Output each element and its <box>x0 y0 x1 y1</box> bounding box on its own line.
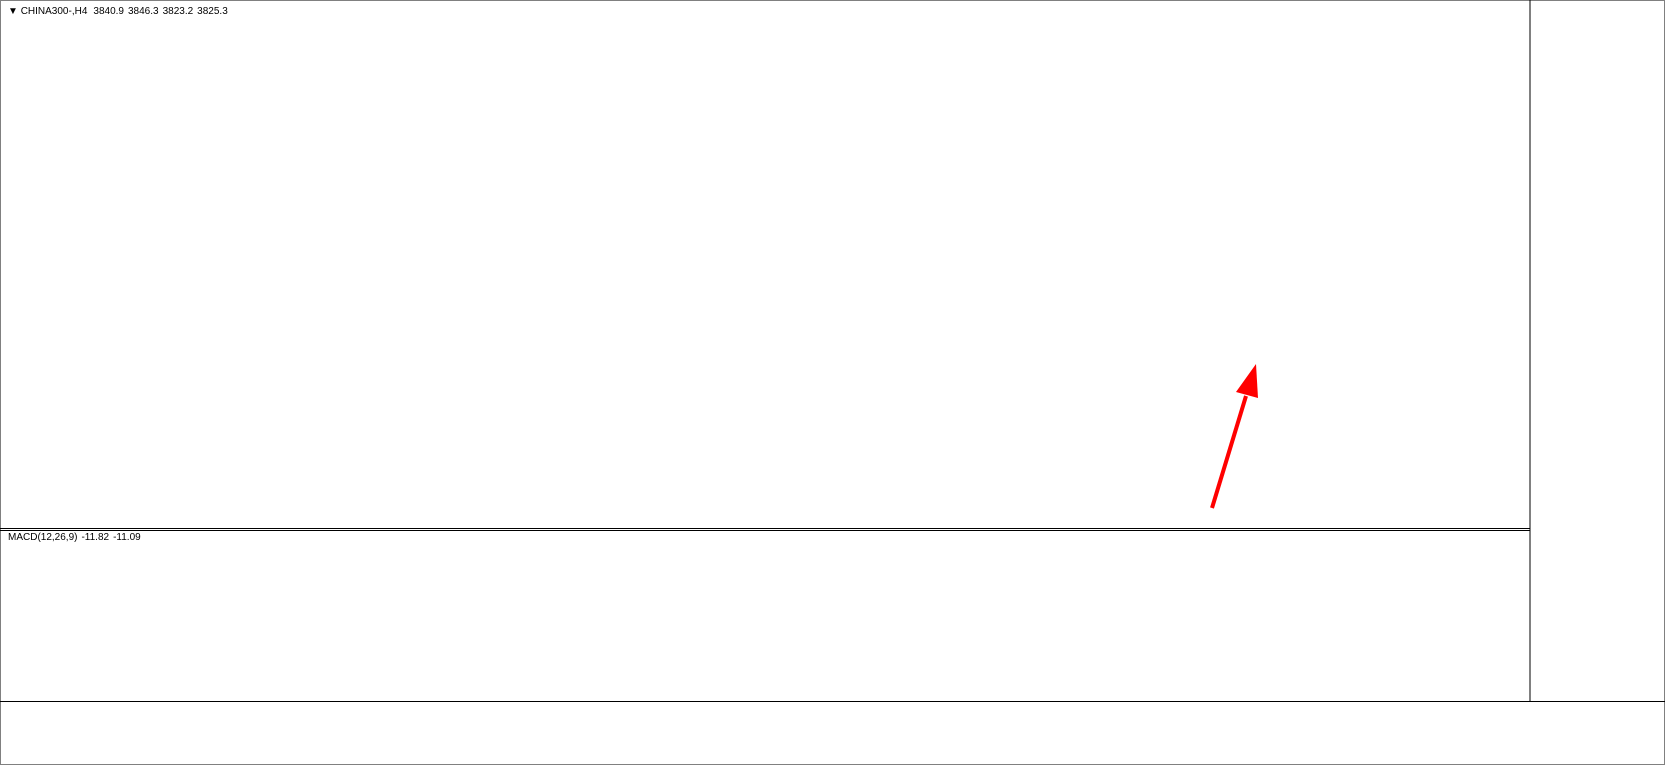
symbol: CHINA300-,H4 <box>21 6 88 17</box>
macd-name: MACD(12,26,9) <box>8 532 77 543</box>
header-high: 3846.3 <box>128 6 159 17</box>
header-arrow: ▼ <box>8 6 21 17</box>
header-close: 3825.3 <box>197 6 228 17</box>
header-open: 3840.9 <box>93 6 124 17</box>
arrow-shaft <box>1210 395 1248 509</box>
macd-header: MACD(12,26,9) -11.82 -11.09 <box>8 532 141 543</box>
signal-value: -11.09 <box>113 532 141 543</box>
macd-value: -11.82 <box>81 532 109 543</box>
header-low: 3823.2 <box>163 6 194 17</box>
annotation-arrow <box>1210 364 1258 509</box>
chart-header: ▼ CHINA300-,H4 3840.9 3846.3 3823.2 3825.3 <box>8 6 228 17</box>
arrow-head <box>1236 364 1258 398</box>
